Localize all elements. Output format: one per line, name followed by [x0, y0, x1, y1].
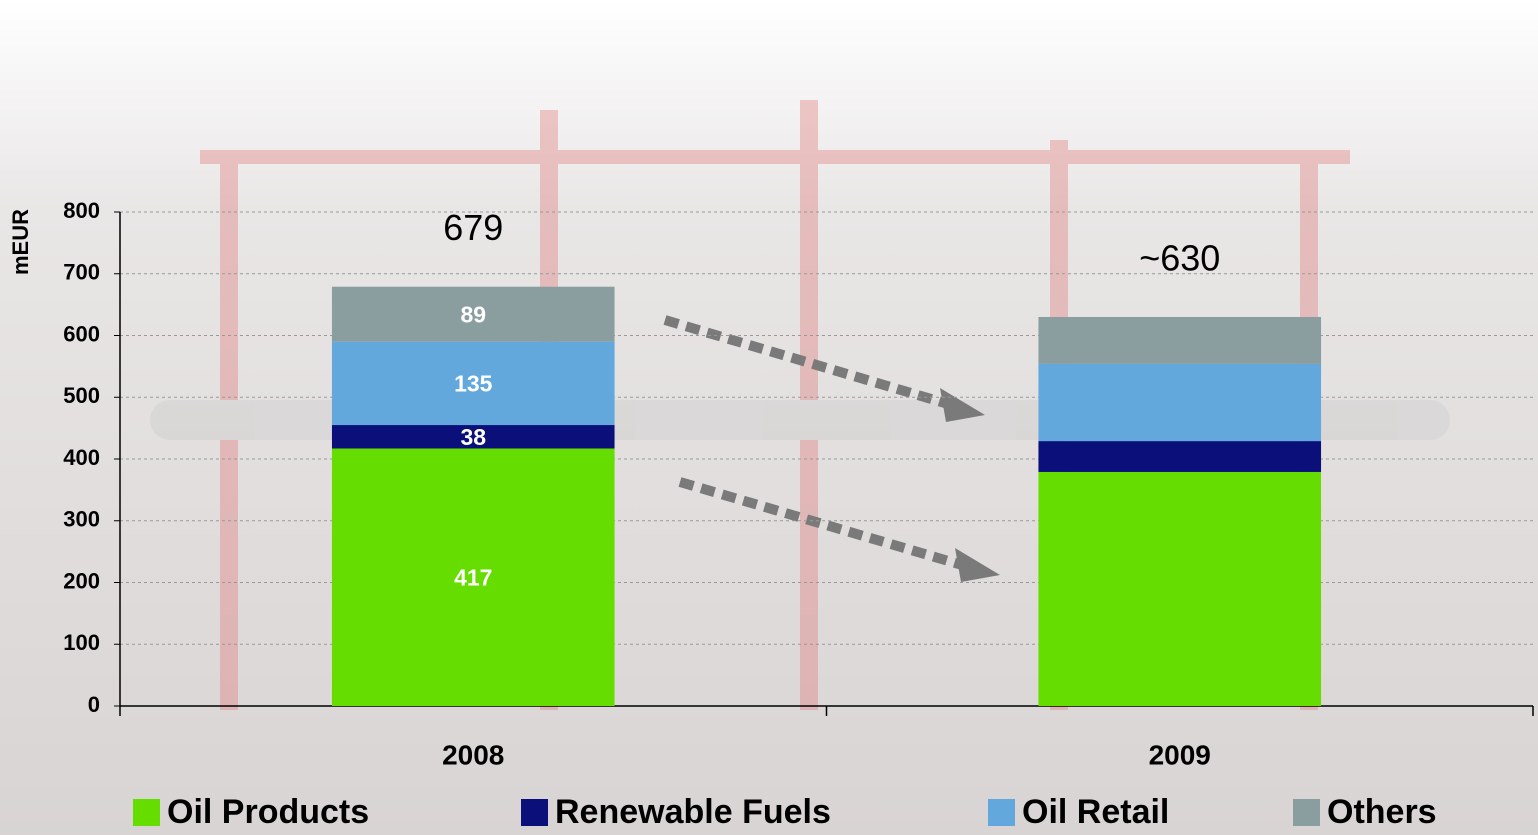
total-label: ~630	[1139, 237, 1220, 278]
legend-swatch	[133, 799, 160, 826]
bar-segment	[331, 425, 615, 449]
arrow-head	[955, 548, 1000, 582]
y-tick-label: 700	[63, 260, 100, 285]
bar-segment	[1038, 316, 1322, 364]
bar-segment	[331, 286, 615, 342]
arrow	[663, 315, 950, 409]
legend-swatch	[988, 799, 1015, 826]
arrows	[663, 315, 1000, 582]
legend-swatch	[521, 799, 548, 826]
value-label: 135	[454, 370, 493, 396]
y-tick-label: 300	[63, 507, 100, 532]
total-label: 679	[443, 207, 503, 248]
x-tick-label: 2008	[442, 739, 504, 770]
arrow-head	[940, 388, 985, 422]
value-label: 38	[460, 424, 486, 450]
bar-segment	[1038, 441, 1322, 472]
y-tick-label: 800	[63, 198, 100, 223]
y-tick-label: 400	[63, 445, 100, 470]
bar-segment	[331, 448, 615, 706]
legend-label: Oil Products	[167, 793, 369, 831]
legend-label: Others	[1327, 793, 1437, 831]
x-tick-label: 2009	[1149, 739, 1211, 770]
legend-label: Oil Retail	[1022, 793, 1169, 831]
legend-label: Renewable Fuels	[555, 793, 831, 831]
value-label: 89	[460, 301, 486, 327]
bar-segment	[1038, 471, 1322, 706]
arrow	[678, 477, 964, 570]
y-tick-label: 500	[63, 383, 100, 408]
legend-swatch	[1293, 799, 1320, 826]
bar-segment	[1038, 363, 1322, 442]
y-tick-label: 600	[63, 321, 100, 346]
y-tick-label: 0	[88, 692, 100, 717]
value-label: 417	[454, 564, 492, 590]
y-tick-label: 100	[63, 630, 100, 655]
y-tick-label: 200	[63, 568, 100, 593]
y-axis-label: mEUR	[8, 209, 33, 275]
bar-segment	[331, 341, 615, 426]
